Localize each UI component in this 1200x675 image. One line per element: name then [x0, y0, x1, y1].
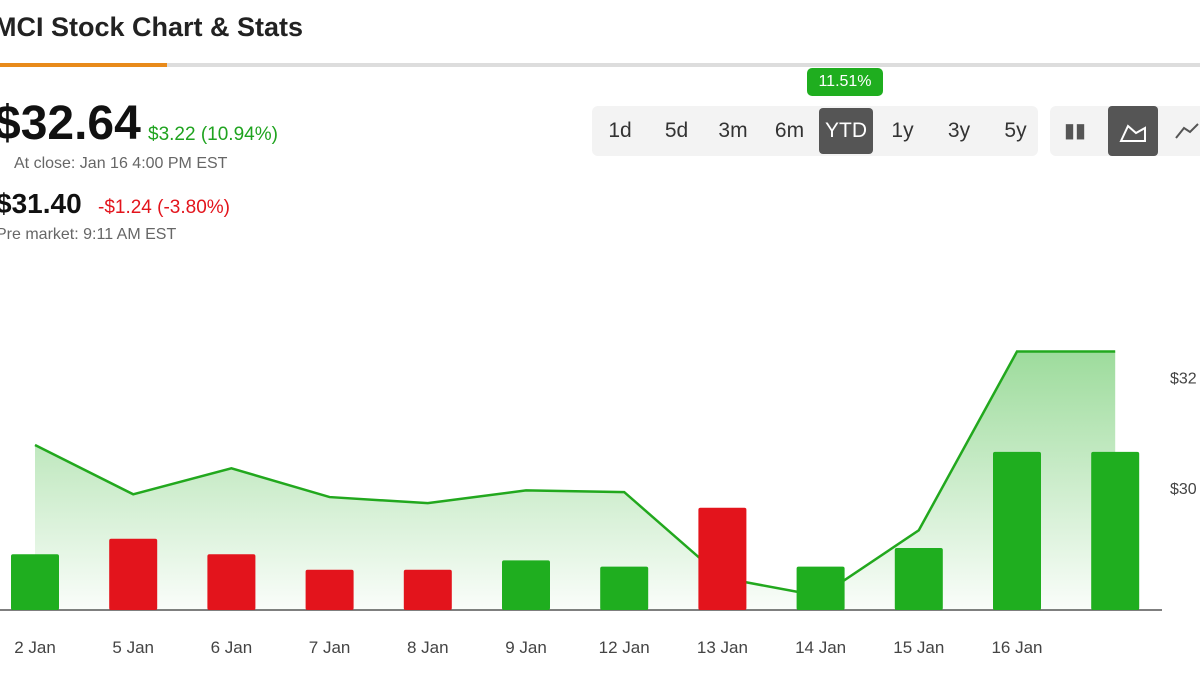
range-badge: 11.51% — [807, 68, 883, 96]
volume-bar — [109, 538, 158, 610]
range-button[interactable]: 6m — [774, 119, 805, 142]
x-tick-label: 12 Jan — [599, 638, 650, 657]
page-title: MCI Stock Chart & Stats — [0, 12, 304, 42]
x-tick-label: 5 Jan — [112, 638, 154, 657]
x-tick-label: 14 Jan — [795, 638, 846, 657]
active-tab-bar — [0, 63, 167, 67]
price: $32.64 — [0, 97, 141, 150]
range-button[interactable]: 3y — [947, 119, 971, 142]
area-icon[interactable] — [1108, 106, 1158, 156]
range-button[interactable]: 5y — [1004, 119, 1027, 142]
x-tick-label: 15 Jan — [893, 638, 944, 657]
x-tick-label: 13 Jan — [697, 638, 748, 657]
price-line — [34, 350, 1116, 598]
area — [35, 351, 1116, 610]
range-button[interactable]: 5d — [664, 119, 689, 142]
volume-bar — [11, 554, 59, 610]
volume-bar — [1091, 451, 1140, 610]
pre-change: -$1.24 (-3.80%) — [98, 197, 231, 218]
volume-bar — [796, 566, 845, 610]
volume-bar — [600, 566, 649, 610]
x-tick-label: 6 Jan — [211, 638, 253, 657]
candle-icon[interactable]: ▮▮ — [1064, 120, 1087, 142]
volume-bar — [993, 451, 1041, 610]
divider — [0, 63, 1200, 67]
x-tick-label: 9 Jan — [505, 638, 547, 657]
x-tick-label: 2 Jan — [14, 638, 56, 657]
volume-bar — [305, 569, 354, 610]
volume-bar — [698, 507, 747, 610]
range-bar — [592, 106, 1038, 156]
volume-bar — [502, 560, 550, 610]
range-button[interactable]: 1d — [608, 119, 632, 142]
price-change: $3.22 (10.94%) — [148, 124, 278, 145]
y-tick-label: $30 — [1170, 481, 1197, 498]
volume-bar — [403, 569, 452, 610]
x-tick-label: 8 Jan — [407, 638, 449, 657]
range-button[interactable]: 3m — [718, 119, 748, 142]
volume-bar — [207, 554, 256, 610]
range-button[interactable]: 1y — [891, 119, 914, 142]
close-note: At close: Jan 16 4:00 PM EST — [14, 155, 228, 172]
x-tick-label: 16 Jan — [991, 638, 1042, 657]
pre-price: $31.40 — [0, 188, 82, 219]
range-button[interactable]: YTD — [819, 108, 873, 154]
volume-bar — [894, 548, 943, 610]
line-icon[interactable] — [1172, 106, 1200, 156]
y-tick-label: $32 — [1170, 371, 1197, 388]
x-tick-label: 7 Jan — [309, 638, 351, 657]
pre-note: Pre market: 9:11 AM EST — [0, 226, 177, 243]
